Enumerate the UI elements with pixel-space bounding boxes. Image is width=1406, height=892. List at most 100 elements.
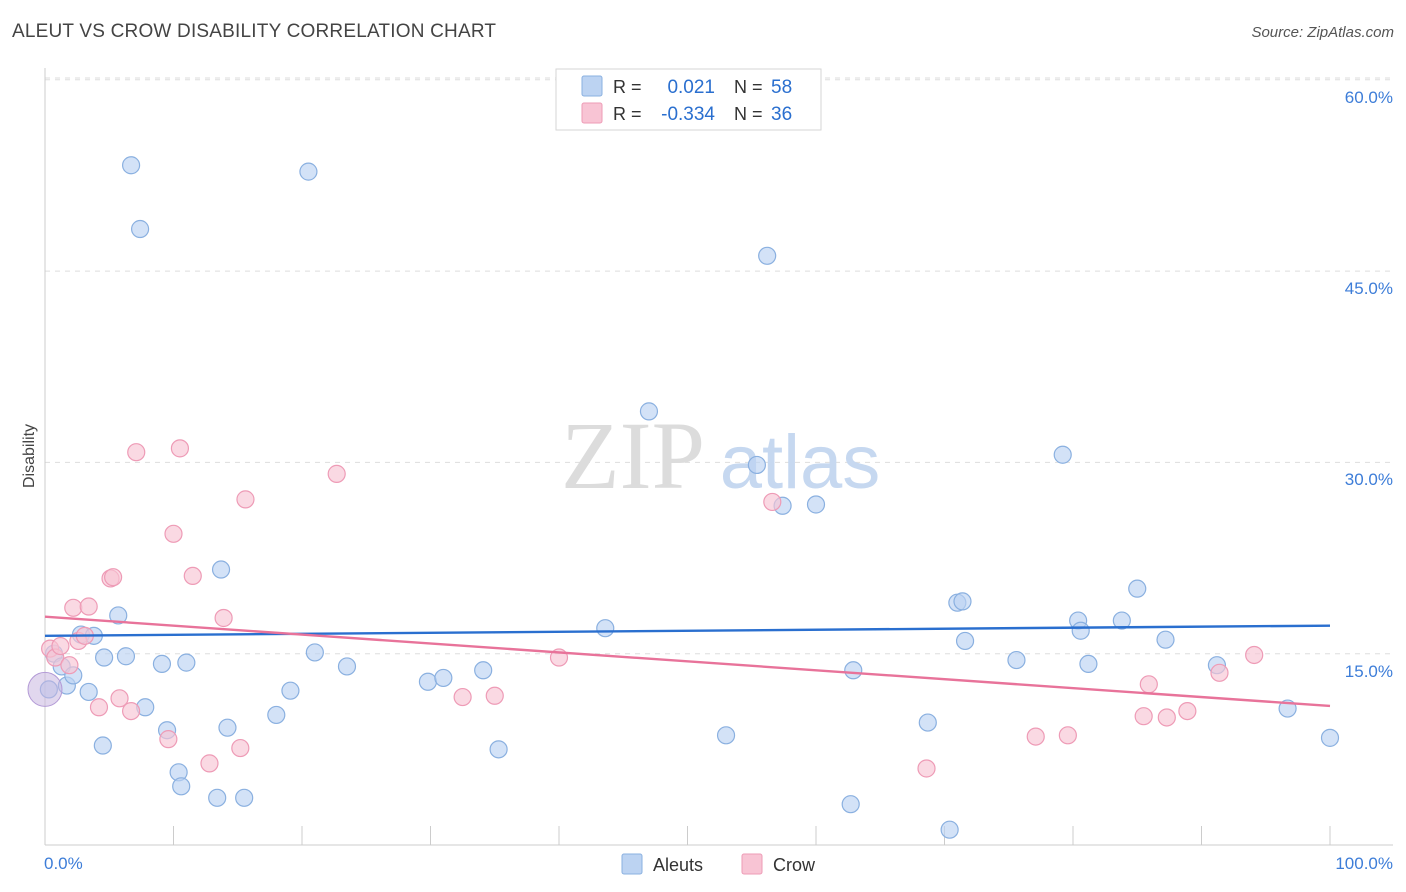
crow-point — [104, 568, 123, 587]
aleut-point — [93, 736, 112, 755]
aleut-point — [121, 156, 141, 175]
crow-point — [170, 439, 190, 458]
legend-swatch-aleuts — [581, 75, 603, 97]
crow-point — [127, 443, 146, 462]
aleut-point — [208, 788, 227, 807]
aleut-point — [1053, 445, 1072, 464]
legend-r-label: R = — [613, 104, 642, 124]
watermark: ZIP atlas — [561, 402, 880, 509]
legend-n-label: N = — [734, 77, 763, 97]
crow-point — [79, 597, 98, 616]
grid-layer — [45, 77, 1393, 655]
crow-point — [183, 566, 202, 586]
aleut-point — [758, 246, 777, 265]
aleut-point — [218, 718, 237, 737]
crow-point — [327, 464, 346, 483]
aleut-point — [27, 671, 63, 707]
aleut-point — [489, 740, 508, 759]
crow-point — [110, 689, 129, 708]
crow-point — [763, 492, 782, 512]
aleut-point — [418, 672, 438, 691]
aleut-point — [955, 631, 975, 651]
aleut-point — [940, 820, 959, 839]
crow-point — [917, 759, 936, 778]
aleut-point — [434, 668, 453, 688]
crow-point — [1210, 663, 1229, 682]
legend-bottom-swatch-crow — [741, 853, 763, 875]
legend-r-value: 0.021 — [667, 77, 715, 98]
crow-trend-line — [44, 615, 1331, 708]
y-tick-label: 30.0% — [1345, 470, 1393, 489]
crow-point — [60, 656, 79, 675]
watermark-zip: ZIP — [561, 402, 705, 509]
crow-point — [214, 608, 233, 628]
trend-layer — [44, 615, 1331, 708]
crow-point — [159, 730, 178, 749]
aleut-point — [1112, 611, 1131, 630]
crow-point — [1245, 645, 1264, 665]
crow-point — [200, 754, 219, 773]
crow-point — [1026, 727, 1045, 746]
aleut-point — [211, 560, 231, 579]
crow-point — [1134, 707, 1153, 726]
axis-layer — [44, 68, 1393, 846]
aleut-point — [172, 777, 191, 796]
crow-point — [1139, 675, 1158, 694]
crow-point — [89, 698, 109, 717]
aleut-point — [1079, 654, 1098, 674]
aleut-point — [267, 705, 286, 725]
legend-bottom-label-aleuts: Aleuts — [653, 855, 703, 875]
crow-point — [51, 636, 70, 656]
aleut-point — [747, 455, 766, 475]
crow-point — [164, 524, 183, 543]
aleut-point — [1156, 630, 1175, 649]
crow-point — [231, 738, 250, 758]
aleut-point — [109, 606, 128, 625]
y-tick-labels: 15.0% 30.0% 45.0% 60.0% — [1345, 88, 1393, 681]
aleut-point — [299, 162, 318, 181]
aleut-point — [806, 495, 826, 514]
legend-bottom-label-crow: Crow — [773, 855, 816, 875]
crow-point — [485, 686, 504, 705]
aleut-point — [130, 219, 150, 239]
aleut-point — [305, 643, 324, 662]
aleut-point — [918, 713, 937, 732]
series-legend: Aleuts Crow — [621, 853, 816, 875]
crow-point — [1157, 708, 1176, 727]
aleut-trend-line — [44, 624, 1331, 638]
stats-legend: R = 0.021 N = 58 R = -0.334 N = 36 — [555, 68, 822, 131]
legend-n-label: N = — [734, 104, 763, 124]
crow-point — [1058, 726, 1077, 745]
aleut-point — [116, 647, 136, 666]
aleut-point — [235, 788, 254, 807]
aleut-point — [953, 592, 972, 611]
crow-point — [121, 701, 141, 721]
legend-n-value: 58 — [771, 77, 792, 98]
chart-source: Source: ZipAtlas.com — [1251, 24, 1394, 41]
y-axis-label: Disability — [21, 424, 38, 488]
aleut-point — [95, 648, 114, 667]
legend-r-value: -0.334 — [661, 104, 715, 125]
aleut-point — [639, 402, 659, 421]
legend-bottom-swatch-aleuts — [621, 853, 643, 875]
legend-n-value: 36 — [771, 104, 792, 125]
x-tick-label-min: 0.0% — [44, 854, 83, 873]
x-tick-label-max: 100.0% — [1335, 854, 1393, 873]
aleut-point — [177, 653, 196, 672]
aleut-point — [474, 661, 493, 680]
aleut-point — [1071, 621, 1090, 640]
crow-point — [64, 598, 83, 617]
y-tick-label: 15.0% — [1345, 662, 1393, 681]
aleut-point — [844, 661, 863, 680]
legend-r-label: R = — [613, 77, 642, 97]
aleut-point — [281, 681, 300, 700]
aleut-point — [79, 682, 98, 702]
aleut-point — [841, 795, 860, 814]
legend-swatch-crow — [581, 102, 603, 124]
y-tick-label: 45.0% — [1345, 279, 1393, 298]
aleut-point — [716, 726, 736, 745]
crow-point — [453, 687, 472, 707]
watermark-atlas: atlas — [720, 420, 881, 505]
points-layer — [27, 156, 1340, 839]
